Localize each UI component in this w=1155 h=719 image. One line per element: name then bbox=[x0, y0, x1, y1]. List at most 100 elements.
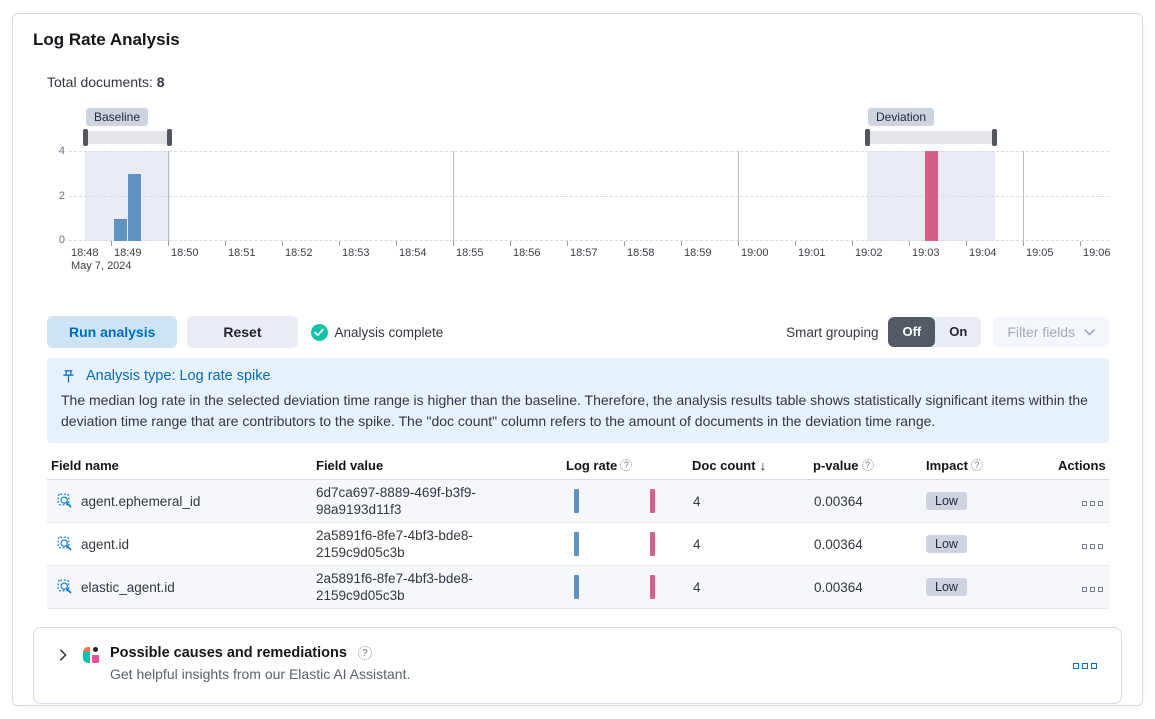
x-axis-tick-mark bbox=[852, 241, 853, 246]
ai-panel-subtitle: Get helpful insights from our Elastic AI… bbox=[110, 666, 411, 682]
field-name: agent.ephemeral_id bbox=[81, 493, 201, 509]
vertical-gridline bbox=[453, 151, 454, 241]
doc-count: 4 bbox=[693, 579, 701, 595]
field-value: 2a5891f6-8fe7-4bf3-bde8-2159c9d05c3b bbox=[316, 571, 473, 603]
filter-field-icon[interactable] bbox=[57, 536, 73, 552]
x-axis-tick-mark bbox=[510, 241, 511, 246]
field-value: 6d7ca697-8889-469f-b3f9-98a9193d11f3 bbox=[316, 485, 476, 517]
column-header-doc-count[interactable]: Doc count ↓ bbox=[692, 458, 767, 473]
ai-panel-title-row[interactable]: Possible causes and remediations ? bbox=[110, 645, 410, 661]
total-documents-label: Total documents: bbox=[47, 74, 153, 90]
x-axis-tick-mark bbox=[339, 241, 340, 246]
smart-grouping-label: Smart grouping bbox=[786, 324, 879, 340]
baseline-brush-left-handle[interactable] bbox=[83, 129, 88, 146]
x-axis-tick-label: 19:01 bbox=[798, 247, 826, 259]
x-axis-tick-label: 18:56 bbox=[513, 247, 541, 259]
analysis-type-callout: Analysis type: Log rate spike The median… bbox=[47, 358, 1109, 443]
x-axis-tick-label: 18:50 bbox=[171, 247, 199, 259]
x-axis-tick-label: 19:00 bbox=[741, 247, 769, 259]
deviation-brush-left-handle[interactable] bbox=[865, 129, 870, 146]
deviation-brush-right-handle[interactable] bbox=[992, 129, 997, 146]
baseline-rate-bar bbox=[574, 575, 579, 599]
table-row: agent.ephemeral_id 6d7ca697-8889-469f-b3… bbox=[47, 480, 1109, 523]
log-rate-analysis-panel: Log Rate Analysis Total documents: 8 Bas… bbox=[12, 13, 1143, 706]
log-rate-mini-chart bbox=[562, 531, 688, 557]
x-axis-tick-label: 18:55 bbox=[456, 247, 484, 259]
smart-grouping-toggle: Off On bbox=[888, 317, 982, 347]
x-axis-tick-label: 18:52 bbox=[285, 247, 313, 259]
x-axis-tick-label: 19:03 bbox=[912, 247, 940, 259]
y-axis-tick-label: 0 bbox=[58, 234, 65, 246]
x-axis-tick-label: 18:48 bbox=[71, 247, 99, 259]
deviation-rate-bar bbox=[650, 532, 655, 556]
smart-grouping-on-button[interactable]: On bbox=[949, 324, 968, 339]
filter-field-icon[interactable] bbox=[57, 579, 73, 595]
chevron-right-icon[interactable] bbox=[56, 648, 70, 665]
table-row: agent.id 2a5891f6-8fe7-4bf3-bde8-2159c9d… bbox=[47, 523, 1109, 566]
deviation-brush[interactable] bbox=[865, 129, 997, 146]
chart-plot-area bbox=[69, 151, 1109, 241]
x-axis-tick-label: 19:04 bbox=[969, 247, 997, 259]
baseline-badge: Baseline bbox=[86, 108, 149, 126]
x-axis-tick-mark bbox=[1023, 241, 1024, 246]
row-actions-button[interactable] bbox=[1082, 543, 1103, 549]
help-icon[interactable]: ? bbox=[357, 646, 372, 660]
x-axis-tick-label: 18:53 bbox=[342, 247, 370, 259]
vertical-gridline bbox=[168, 151, 169, 241]
possible-causes-panel: Possible causes and remediations ? Get h… bbox=[33, 627, 1122, 704]
histogram-bar-baseline bbox=[114, 218, 127, 241]
column-header-p-value[interactable]: p-value? bbox=[809, 458, 922, 473]
row-actions-button[interactable] bbox=[1082, 586, 1103, 592]
filter-fields-label: Filter fields bbox=[1007, 324, 1075, 340]
deviation-badge: Deviation bbox=[868, 108, 935, 126]
smart-grouping-off-button[interactable]: Off bbox=[888, 317, 936, 347]
x-axis-tick-mark bbox=[225, 241, 226, 246]
panel-actions-button[interactable] bbox=[1073, 662, 1097, 669]
x-axis-date-label: May 7, 2024 bbox=[71, 260, 132, 272]
total-documents: Total documents: 8 bbox=[47, 74, 1122, 90]
row-actions-button[interactable] bbox=[1082, 500, 1103, 506]
filter-fields-button[interactable]: Filter fields bbox=[993, 317, 1109, 347]
impact-badge: Low bbox=[926, 535, 967, 553]
x-axis-tick-label: 18:54 bbox=[399, 247, 427, 259]
column-header-field-value[interactable]: Field value bbox=[316, 458, 384, 473]
p-value: 0.00364 bbox=[814, 536, 863, 552]
results-table: Field name Field value Log rate? Doc cou… bbox=[47, 456, 1109, 609]
x-axis-tick-label: 18:49 bbox=[114, 247, 142, 259]
x-axis-tick-mark bbox=[396, 241, 397, 246]
x-axis-tick-mark bbox=[624, 241, 625, 246]
info-icon[interactable]: ? bbox=[970, 459, 983, 471]
y-axis-tick-label: 2 bbox=[58, 190, 65, 202]
doc-count: 4 bbox=[693, 493, 701, 509]
reset-button[interactable]: Reset bbox=[187, 316, 298, 348]
baseline-rate-bar bbox=[574, 489, 579, 513]
baseline-brush[interactable] bbox=[83, 129, 172, 146]
horizontal-gridline bbox=[69, 151, 1109, 152]
document-count-chart: Baseline Deviation 4 2 0 May 7, 2024 18:… bbox=[47, 106, 1111, 278]
x-axis-tick-mark bbox=[567, 241, 568, 246]
info-icon[interactable]: ? bbox=[861, 459, 874, 471]
deviation-rate-bar bbox=[650, 489, 655, 513]
analysis-status: Analysis complete bbox=[310, 323, 444, 341]
column-header-field-name[interactable]: Field name bbox=[51, 458, 119, 473]
run-analysis-button[interactable]: Run analysis bbox=[47, 316, 178, 348]
column-header-impact[interactable]: Impact? bbox=[922, 458, 1054, 473]
baseline-rate-bar bbox=[574, 532, 579, 556]
x-axis-tick-label: 18:59 bbox=[684, 247, 712, 259]
x-axis-tick-mark bbox=[909, 241, 910, 246]
x-axis-tick-mark bbox=[795, 241, 796, 246]
x-axis-tick-mark bbox=[111, 241, 112, 246]
x-axis-tick-mark bbox=[168, 241, 169, 246]
vertical-gridline bbox=[738, 151, 739, 241]
info-icon[interactable]: ? bbox=[620, 459, 633, 471]
table-header-row: Field name Field value Log rate? Doc cou… bbox=[47, 456, 1109, 480]
impact-badge: Low bbox=[926, 492, 967, 510]
filter-field-icon[interactable] bbox=[57, 493, 73, 509]
baseline-brush-right-handle[interactable] bbox=[167, 129, 172, 146]
analysis-status-text: Analysis complete bbox=[334, 324, 444, 340]
x-axis-labels: May 7, 2024 18:48 18:49 18:50 18:51 18:52 18:… bbox=[69, 247, 1129, 275]
x-axis-tick-mark bbox=[681, 241, 682, 246]
callout-body: The median log rate in the selected devi… bbox=[61, 392, 1088, 429]
column-header-log-rate[interactable]: Log rate? bbox=[562, 458, 688, 473]
page-title: Log Rate Analysis bbox=[33, 30, 180, 49]
